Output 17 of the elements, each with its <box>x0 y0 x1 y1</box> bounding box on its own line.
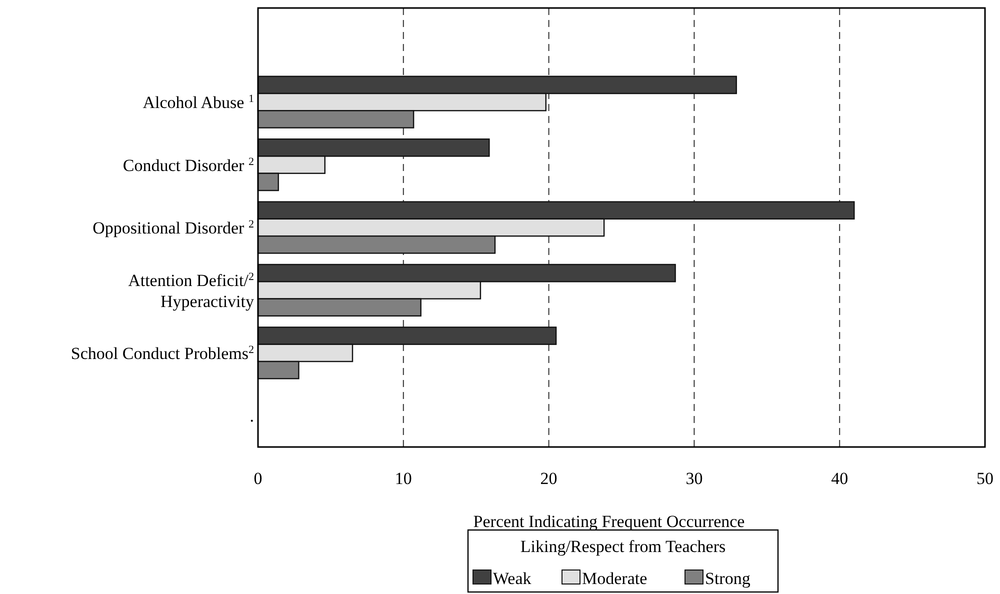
y-tick-label: Oppositional Disorder $^{2}$ <box>92 218 254 238</box>
x-tick-label: 50 <box>976 469 994 488</box>
y-tick-label: Alcohol Abuse $^{1}$ <box>142 93 254 112</box>
legend-label: Moderate <box>582 569 648 588</box>
y-tick-label: Attention Deficit/$^{2}$ Hyperactivity <box>128 271 254 312</box>
legend-title: Liking/Respect from Teachers <box>520 537 726 556</box>
x-tick-label: 30 <box>686 469 703 488</box>
x-tick-label: 10 <box>394 469 412 488</box>
x-tick-label: 20 <box>540 469 558 488</box>
y-tick-label: School Conduct Problems$^{2}$ <box>70 344 254 363</box>
legend-label: Strong <box>705 569 751 588</box>
y-tick-label: Conduct Disorder $^{2}$ <box>122 156 254 175</box>
x-tick-label: 0 <box>254 469 262 488</box>
x-tick-label: 40 <box>831 469 848 488</box>
x-axis-title: Percent Indicating Frequent Occurrence <box>473 512 745 531</box>
legend-label: Weak <box>493 569 532 588</box>
y-tick-label: . <box>250 406 254 426</box>
